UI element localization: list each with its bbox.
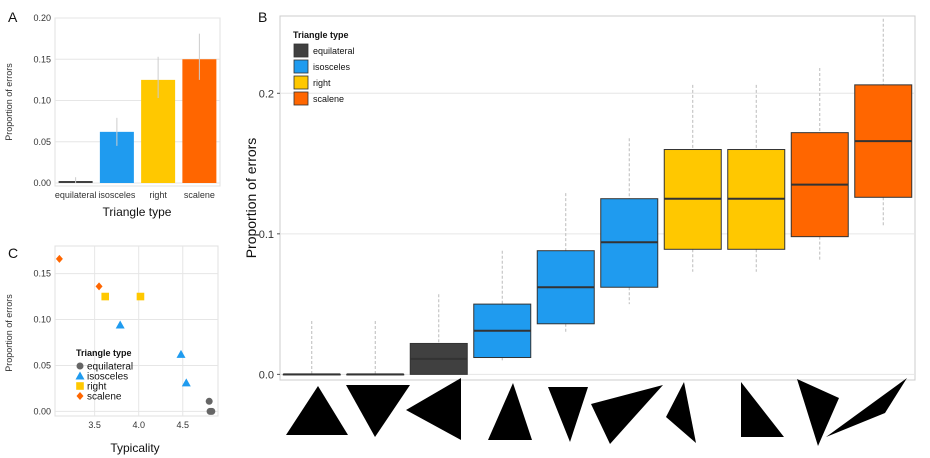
panel-a-x-axis-title: Triangle type [103,205,172,219]
panel-a-x-tick-label: right [149,190,167,200]
legend-marker-right [76,382,84,390]
triangle-stimulus-8 [741,382,784,437]
panel-a-y-tick-label: 0.20 [33,13,51,23]
legend-label-equilateral: equilateral [313,46,355,56]
panel-b-boxes [282,18,913,376]
point-equilateral [205,397,213,405]
panel-a-x-ticks: equilateral isosceles right scalene [55,190,215,200]
legend-label-isosceles: isosceles [87,372,128,383]
panel-c-x-ticks: 3.5 4.0 4.5 [88,420,189,430]
triangle-stimulus-5 [548,387,588,442]
legend-swatch-scalene [293,91,309,106]
panel-a-x-tick-label: equilateral [55,190,97,200]
panel-c: C 0.000.050.100.15 3.5 4.0 4.5 Typicality … [4,245,219,455]
panel-c-letter: C [8,245,18,261]
point-right [101,292,110,301]
legend-label-scalene: scalene [87,392,122,403]
point-isosceles [181,378,191,387]
panel-c-x-tick-label: 4.0 [132,420,145,430]
point-equilateral [208,407,216,415]
panel-c-legend: Triangle type equilateralisoscelesrights… [75,348,133,403]
legend-marker-scalene [76,392,84,400]
panel-c-points [55,254,216,415]
panel-b-y-tick-label: 0.2 [259,88,274,100]
legend-label-isosceles: isosceles [313,62,351,72]
point-scalene [95,282,103,291]
panel-c-x-axis-title: Typicality [110,441,159,455]
panel-a-bars [58,33,217,183]
panel-a-y-tick-label: 0.05 [33,137,51,147]
panel-b-y-axis-title: Proportion of errors [243,138,259,259]
panel-b: B 0.0 0.1 0.2 Proportion of errors Triangl… [243,9,916,446]
panel-c-x-tick-label: 4.5 [176,420,189,430]
point-isosceles [176,349,186,358]
panel-a-y-tick-label: 0.00 [33,178,51,188]
panel-a-x-tick-label: isosceles [98,190,136,200]
panel-a-letter: A [8,9,18,25]
panel-c-legend-title: Triangle type [76,348,132,358]
panel-c-grid [55,246,218,416]
legend-swatch-isosceles [293,59,309,74]
panel-a-y-tick-label: 0.10 [33,96,51,106]
panel-c-y-tick-label: 0.05 [33,360,51,370]
triangle-stimulus-6 [591,385,663,444]
point-right [136,292,145,301]
panel-a: A 0.00 0.05 0.10 0.15 0.20 equilateral isosce… [4,9,221,219]
point-isosceles [115,320,125,329]
triangle-stimulus-7 [666,382,696,443]
panel-c-y-tick-label: 0.10 [33,315,51,325]
panel-c-plot-area [54,245,219,417]
point-scalene [55,254,63,263]
panel-c-y-axis-title: Proportion of errors [4,294,14,372]
panel-b-letter: B [258,9,267,25]
triangle-stimulus-4 [488,383,532,440]
triangle-stimulus-3 [406,378,461,440]
panel-c-y-ticks: 0.00 0.05 0.10 0.15 [33,269,51,417]
legend-label-right: right [87,382,107,393]
legend-swatch-right [293,75,309,90]
triangle-stimulus-10 [826,378,907,437]
panel-a-y-tick-label: 0.15 [33,54,51,64]
triangle-stimulus-9 [797,379,839,446]
panel-a-y-axis-title: Proportion of errors [4,63,14,141]
legend-swatch-equilateral [293,43,309,58]
triangle-stimulus-1 [286,386,348,435]
legend-label-scalene: scalene [313,94,344,104]
legend-marker-isosceles [75,371,85,380]
panel-b-y-tick-label: 0.0 [259,369,274,381]
panel-b-legend-title: Triangle type [293,30,349,40]
panel-c-y-tick-label: 0.00 [33,406,51,416]
panel-a-x-tick-label: scalene [184,190,215,200]
panel-b-triangle-stimuli [286,378,907,446]
legend-label-right: right [313,78,331,88]
panel-b-y-tick-label: 0.1 [259,229,274,241]
panel-b-legend: Triangle type equilateral isosceles right s… [293,30,355,106]
panel-c-x-tick-label: 3.5 [88,420,101,430]
legend-marker-equilateral [76,362,84,370]
panel-c-y-tick-label: 0.15 [33,269,51,279]
legend-label-equilateral: equilateral [87,362,133,373]
panel-b-y-ticks: 0.0 0.1 0.2 [259,88,280,381]
panel-b-legend-items: equilateral isosceles right scalene [293,43,355,106]
triangle-stimulus-2 [346,385,410,437]
panel-a-y-ticks: 0.00 0.05 0.10 0.15 0.20 [33,13,51,188]
